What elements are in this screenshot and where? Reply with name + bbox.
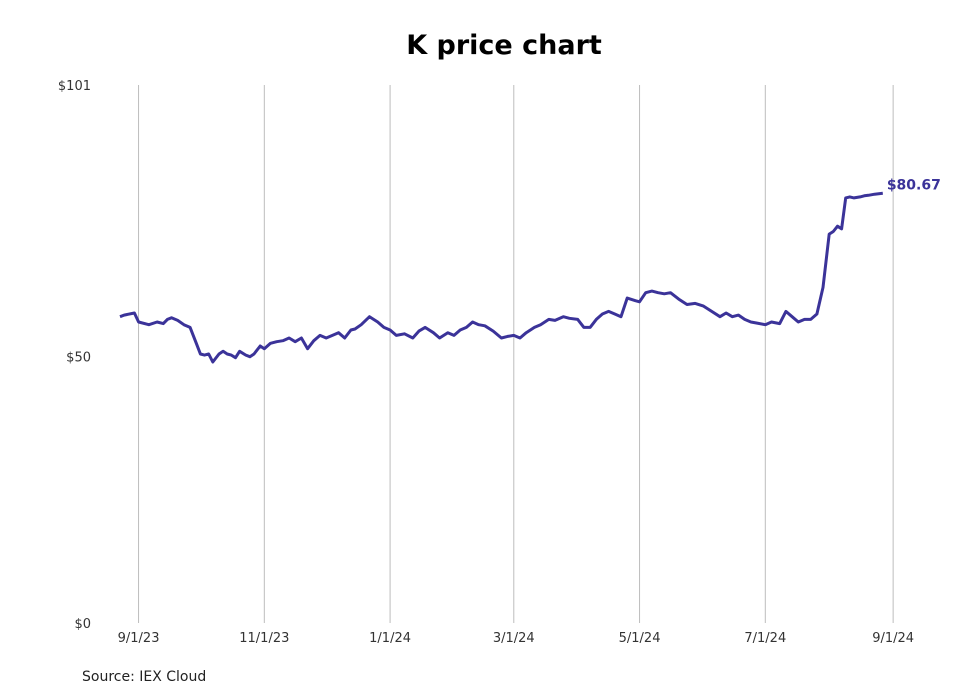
source-note: Source: IEX Cloud (82, 669, 207, 685)
y-tick-label: $0 (74, 617, 91, 632)
x-tick-label: 11/1/23 (239, 631, 289, 646)
x-tick-label: 9/1/24 (872, 631, 914, 646)
x-tick-label: 3/1/24 (493, 631, 535, 646)
chart-title: K price chart (406, 30, 602, 61)
x-axis-ticks: 9/1/23 11/1/23 1/1/24 3/1/24 5/1/24 7/1/24 9/1… (118, 631, 914, 646)
x-tick-label: 9/1/23 (118, 631, 160, 646)
y-tick-label: $101 (58, 79, 91, 94)
x-tick-label: 1/1/24 (369, 631, 411, 646)
last-price-label: $80.67 (887, 177, 941, 193)
y-axis-ticks: $0 $50 $101 (58, 79, 91, 632)
x-tick-label: 7/1/24 (744, 631, 786, 646)
grid-lines (138, 85, 894, 623)
price-series-line (119, 191, 883, 364)
y-tick-label: $50 (66, 351, 91, 366)
x-tick-label: 5/1/24 (619, 631, 661, 646)
